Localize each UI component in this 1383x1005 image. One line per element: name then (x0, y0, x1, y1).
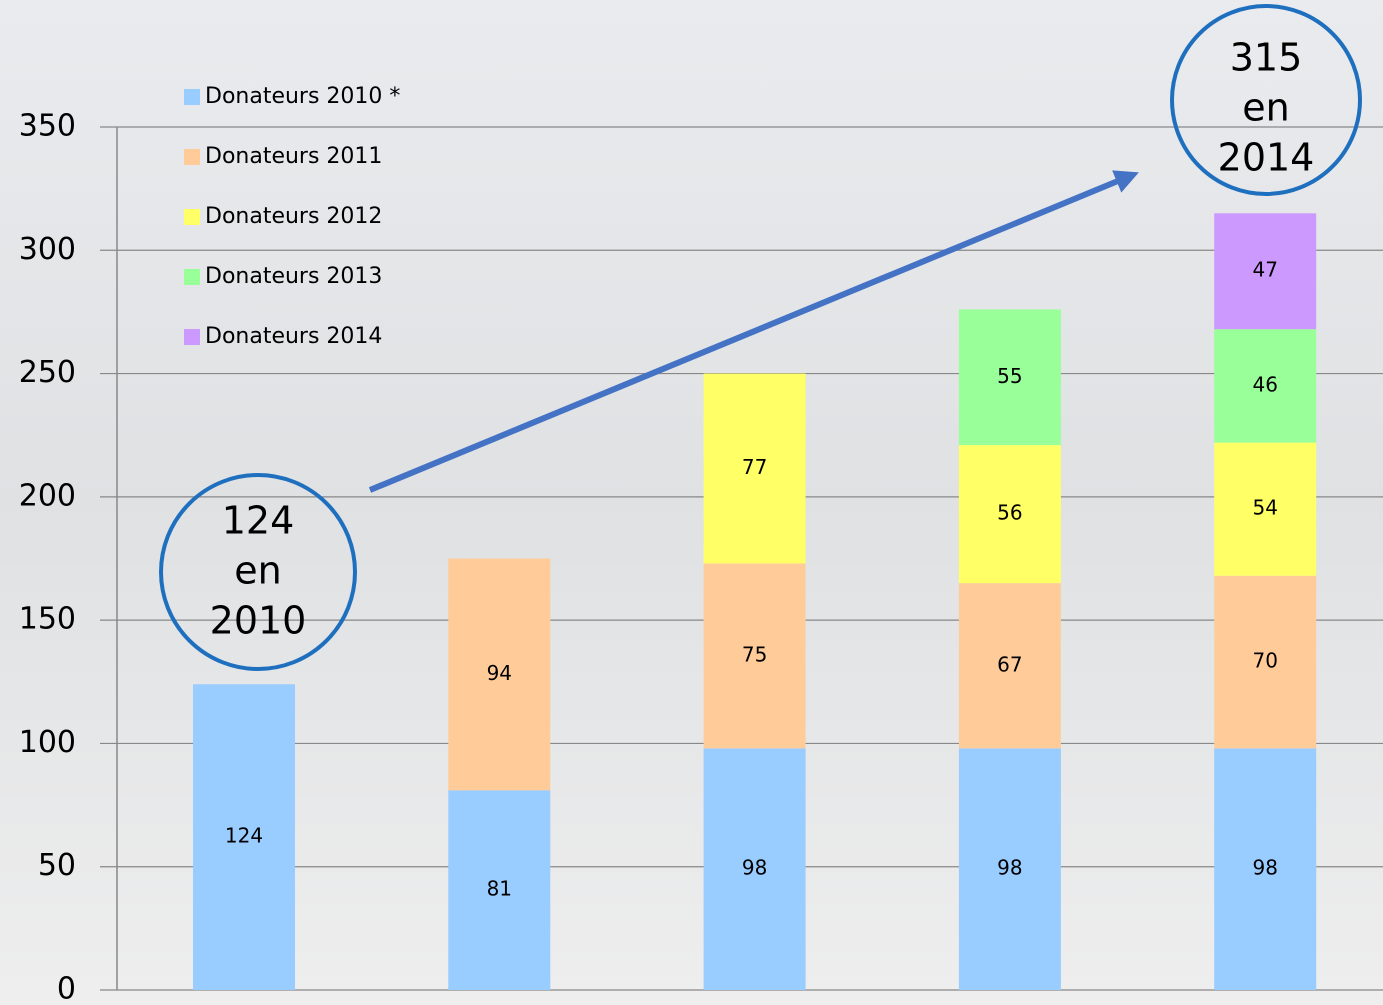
data-label: 124 (225, 824, 263, 848)
y-tick-label: 350 (19, 109, 76, 144)
data-label: 81 (487, 877, 512, 901)
y-tick-label: 150 (19, 602, 76, 637)
legend-swatch (184, 149, 200, 165)
data-label: 54 (1252, 496, 1277, 520)
legend-swatch (184, 329, 200, 345)
data-label: 56 (997, 501, 1022, 525)
legend-label: Donateurs 2013 (205, 264, 382, 289)
data-label: 98 (742, 856, 767, 880)
legend-label: Donateurs 2012 (205, 204, 382, 229)
legend-swatch (184, 209, 200, 225)
legend-swatch (184, 89, 200, 105)
data-label: 67 (997, 652, 1022, 676)
annotation-text: en (1242, 86, 1289, 130)
page: {"chart_data": {"type": "stacked_bar", "… (0, 0, 1383, 1005)
data-label: 98 (1252, 856, 1277, 880)
y-tick-label: 200 (19, 478, 76, 513)
annotation-text: 124 (222, 499, 295, 543)
y-tick-label: 0 (57, 972, 76, 1005)
data-label: 70 (1252, 649, 1277, 673)
data-label: 55 (997, 364, 1022, 388)
annotation-text: en (234, 549, 281, 593)
legend-label: Donateurs 2011 (205, 144, 382, 169)
data-label: 46 (1252, 372, 1277, 396)
y-tick-label: 100 (19, 725, 76, 760)
annotation-text: 315 (1230, 36, 1303, 80)
y-tick-label: 50 (38, 848, 76, 883)
annotation-text: 2014 (1218, 136, 1315, 180)
y-tick-label: 250 (19, 355, 76, 390)
data-label: 47 (1252, 258, 1277, 282)
legend-swatch (184, 269, 200, 285)
data-label: 98 (997, 856, 1022, 880)
data-label: 94 (487, 661, 512, 685)
legend-label: Donateurs 2010 * (205, 84, 400, 109)
chart: 0 50 100 150 200 250 300 350 124 81 94 98 75 77 98 67 56… (0, 0, 1383, 1005)
annotation-text: 2010 (210, 599, 307, 643)
legend-label: Donateurs 2014 (205, 324, 382, 349)
y-tick-label: 300 (19, 232, 76, 267)
data-label: 77 (742, 455, 767, 479)
data-label: 75 (742, 642, 767, 666)
